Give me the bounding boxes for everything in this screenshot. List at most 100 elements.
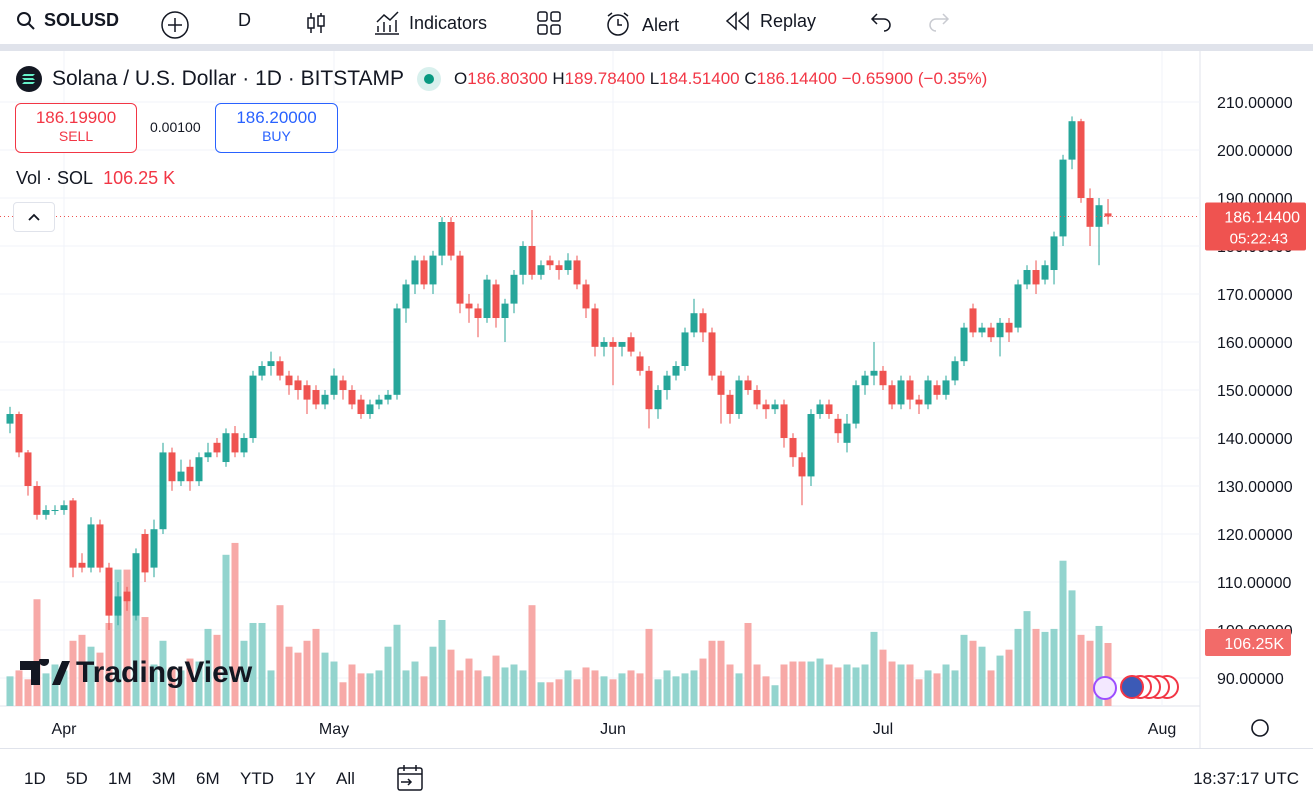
candle-body [393,308,401,395]
interval[interactable]: D [238,10,251,31]
volume-bar [213,634,221,706]
volume-bar [303,640,311,706]
candle-body [447,222,455,256]
volume-bar [330,661,338,706]
volume-bar [672,676,680,706]
l-value: 184.51400 [659,69,740,88]
candle-body [573,260,581,285]
buy-button[interactable]: 186.20000 BUY [215,103,338,153]
sell-button[interactable]: 186.19900 SELL [15,103,137,153]
range-button[interactable]: 1D [24,769,46,788]
countdown: 05:22:43 [1230,231,1288,248]
volume-bar [51,664,59,706]
c-key: C [744,69,757,88]
volume-bar [150,664,158,706]
replay[interactable]: Replay [724,10,816,32]
alert[interactable]: Alert [604,10,679,40]
indicators[interactable]: Indicators [373,10,487,36]
volume-bar [501,667,509,706]
candle-body [303,385,311,400]
volume-bar [1014,628,1022,706]
candle-body [384,394,392,400]
symbol-search[interactable]: SOLUSD [16,10,119,31]
change: −0.65900 [841,69,914,88]
volume-bar [933,673,941,706]
volume-bar [555,679,563,706]
candle-body [33,486,41,515]
range-button[interactable]: 1Y [295,769,316,788]
volume-bar [312,628,320,706]
volume-bar [744,622,752,706]
candle-body [879,370,887,386]
h-value: 189.78400 [564,69,646,88]
redo[interactable] [926,10,950,32]
y-tick-label: 170.00000 [1217,287,1293,304]
volume-bar [951,670,959,706]
date-range-icon[interactable] [395,763,427,795]
volume-bar [789,661,797,706]
candle-body [663,375,671,391]
candle-body [123,591,131,602]
candle-body [465,303,473,309]
volume-bar [87,646,95,706]
candle-body [204,452,212,458]
candle-body [168,452,176,482]
candle-body [177,471,185,482]
candle-body [1005,322,1013,333]
volume-bar [240,640,248,706]
volume-bar [1095,625,1103,706]
range-button[interactable]: 5D [66,769,88,788]
o-key: O [454,69,468,88]
range-button[interactable]: YTD [240,769,274,788]
candle-body [1050,236,1058,271]
volume-bar [15,670,23,706]
alert-text: Alert [642,14,680,35]
range-button[interactable]: All [336,769,355,788]
volume-bar [717,640,725,706]
volume-bar [906,664,914,706]
candle-body [987,327,995,338]
candle-body [537,265,545,275]
candle-body [276,361,284,376]
collapse-button[interactable] [13,202,55,232]
candle-body [195,457,203,482]
add-symbol[interactable] [160,10,190,40]
candle-body [1059,159,1067,237]
layouts[interactable] [536,10,562,36]
volume-bar [960,634,968,706]
candle-body [816,404,824,415]
candle-body [1068,121,1076,160]
volume-bar [852,667,860,706]
candle-body [915,399,923,405]
volume-bar [636,673,644,706]
candle-body [1014,284,1022,328]
undo[interactable] [870,10,894,32]
event-icons [1093,675,1179,700]
volume-bar [1068,590,1076,706]
buy-label: BUY [262,128,291,144]
candle-body [501,303,509,319]
clock: 18:37:17 UTC [1193,769,1299,788]
tv-mark [20,659,70,685]
range-button[interactable]: 1M [108,769,132,788]
candle-body [906,380,914,400]
candle-body [114,596,122,616]
flag-icon [1120,675,1144,699]
candle-body [1104,213,1112,217]
candle-body [726,394,734,415]
volume-bar [357,673,365,706]
volume-bar [42,673,50,706]
candle-body [1077,121,1085,199]
range-button[interactable]: 6M [196,769,220,788]
candle-body [348,390,356,405]
volume-bar [1041,631,1049,706]
volume-bar [258,622,266,706]
range-button[interactable]: 3M [152,769,176,788]
chart-type[interactable] [303,10,329,36]
candle-body [762,404,770,410]
last-price-badge [1205,202,1306,251]
volume-bar [726,664,734,706]
volume-badge [1205,628,1291,656]
candle-body [996,322,1004,338]
buy-price: 186.20000 [236,108,317,127]
